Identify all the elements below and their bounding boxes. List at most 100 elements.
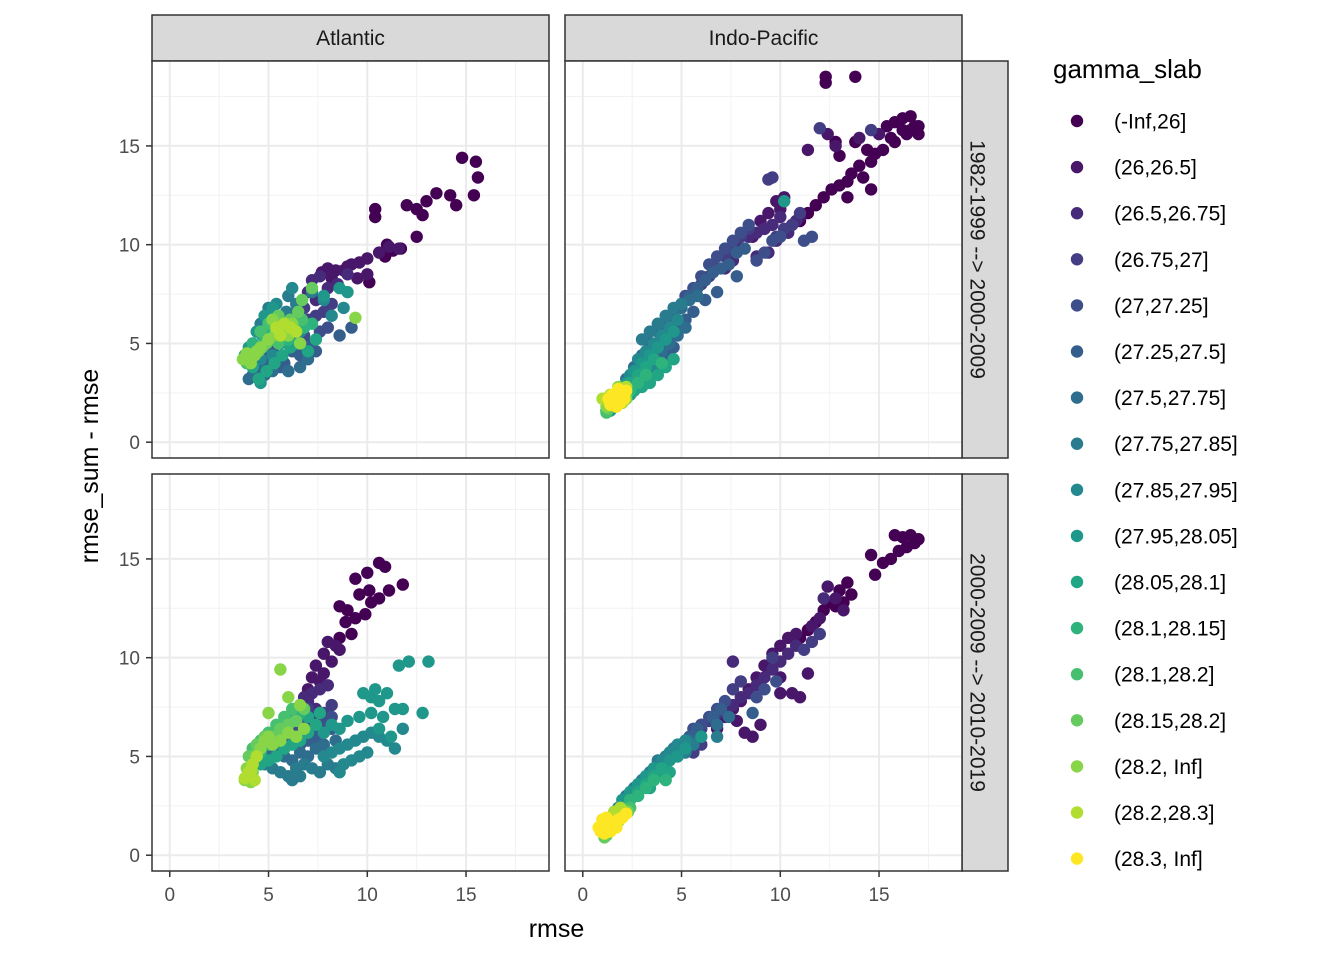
- data-point: [647, 773, 661, 787]
- legend-item: (28.1,28.15]: [1070, 618, 1226, 641]
- legend-key: [1070, 529, 1084, 543]
- data-point: [305, 317, 319, 330]
- data-point: [675, 297, 688, 311]
- panel-4: [564, 473, 963, 872]
- data-point: [353, 588, 366, 601]
- data-point: [766, 171, 779, 184]
- legend-key: [1070, 391, 1084, 404]
- data-point: [880, 120, 894, 133]
- data-point: [762, 206, 775, 220]
- y-axis-title: rmse_sum - rmse: [76, 369, 104, 563]
- data-point: [341, 268, 354, 281]
- data-point: [892, 544, 905, 558]
- data-point: [782, 647, 795, 660]
- panel-border: [151, 473, 550, 872]
- data-point: [853, 159, 866, 172]
- data-point: [361, 268, 374, 281]
- data-point: [639, 368, 653, 382]
- data-point: [313, 706, 327, 720]
- data-point: [710, 250, 724, 263]
- data-point: [667, 353, 680, 366]
- data-point: [888, 529, 901, 542]
- legend-item: (27.25,27.5]: [1070, 341, 1226, 364]
- legend-key: [1070, 668, 1084, 681]
- data-point: [631, 376, 645, 390]
- data-point: [722, 710, 736, 724]
- legend-label: (26,26.5]: [1114, 157, 1197, 180]
- data-point: [349, 311, 362, 324]
- data-point: [758, 683, 771, 696]
- data-point: [297, 722, 311, 735]
- data-point: [841, 191, 854, 204]
- panel-border: [564, 60, 963, 459]
- data-point: [317, 647, 330, 660]
- data-point: [282, 691, 295, 704]
- data-point: [722, 258, 736, 271]
- data-point: [620, 807, 633, 820]
- facet-row-label-1: 1982-1999 --> 2000-2009: [966, 140, 989, 379]
- x-tick-label: 10: [357, 885, 378, 906]
- data-point: [333, 643, 346, 656]
- data-point: [317, 726, 330, 739]
- data-point: [766, 218, 779, 232]
- data-point: [363, 584, 376, 597]
- data-point: [292, 305, 305, 318]
- legend-label: (28.05,28.1]: [1114, 572, 1226, 595]
- data-point: [254, 325, 267, 338]
- data-point: [430, 187, 443, 200]
- y-tick-label: 15: [119, 137, 140, 158]
- data-point: [797, 643, 811, 656]
- data-point: [351, 272, 364, 285]
- legend-item: (27.85,27.95]: [1070, 479, 1238, 502]
- facet-column-strip-indo-pacific: Indo-Pacific: [564, 14, 963, 62]
- data-point: [365, 706, 378, 720]
- data-point: [659, 773, 672, 787]
- legend-key: [1070, 806, 1084, 819]
- data-point: [349, 612, 362, 625]
- legend-item: (26.75,27]: [1070, 249, 1209, 272]
- data-point: [384, 730, 398, 743]
- data-point: [758, 671, 771, 684]
- data-point: [659, 333, 672, 346]
- data-point: [467, 189, 481, 202]
- facet-row-strip-1: 1982-1999 --> 2000-2009: [961, 60, 1009, 459]
- data-point: [766, 651, 779, 664]
- data-point: [738, 242, 751, 255]
- data-point: [750, 254, 763, 267]
- data-point: [416, 208, 429, 222]
- legend-label: (28.3, Inf]: [1114, 848, 1203, 871]
- data-point: [262, 333, 275, 346]
- panel-1: [151, 60, 550, 459]
- y-tick-label: 5: [129, 747, 140, 768]
- y-tick-label: 0: [129, 846, 140, 867]
- data-point: [651, 317, 664, 330]
- data-point: [746, 706, 759, 720]
- data-point: [313, 766, 327, 779]
- data-point: [857, 171, 870, 184]
- data-point: [849, 70, 862, 84]
- x-tick-label: 5: [263, 885, 274, 906]
- data-point: [382, 240, 396, 253]
- data-point: [244, 764, 257, 777]
- y-tick-label: 0: [129, 433, 140, 454]
- legend-item: (28.15,28.2]: [1070, 710, 1226, 733]
- data-point: [805, 230, 819, 243]
- data-point: [687, 305, 700, 318]
- legend-key: [1070, 253, 1084, 266]
- legend-key: [1070, 437, 1084, 450]
- x-axis-title: rmse: [529, 915, 585, 943]
- data-point: [382, 584, 396, 597]
- data-point: [659, 309, 672, 322]
- legend-key: [1070, 852, 1084, 865]
- data-point: [778, 195, 791, 208]
- data-point: [339, 615, 352, 629]
- data-point: [742, 218, 755, 232]
- data-point: [734, 675, 747, 688]
- data-point: [378, 560, 392, 573]
- data-point: [864, 123, 878, 137]
- facet-column-strip-atlantic: Atlantic: [151, 14, 550, 62]
- legend-item: (27.95,28.05]: [1070, 525, 1238, 548]
- data-point: [635, 333, 649, 346]
- y-tick-label: 15: [119, 550, 140, 571]
